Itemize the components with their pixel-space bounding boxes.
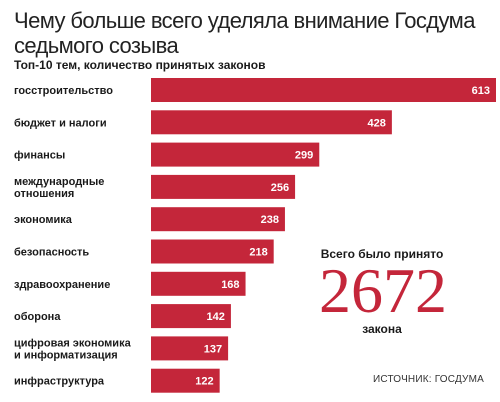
bar-value-label: 142 xyxy=(207,311,225,323)
bar xyxy=(151,336,229,361)
bar xyxy=(151,207,285,232)
category-label: инфраструктура xyxy=(14,376,105,388)
category-label: оборона xyxy=(14,311,61,323)
bar xyxy=(151,271,246,296)
category-label: безопасность xyxy=(14,247,89,259)
bar-value-label: 299 xyxy=(295,150,313,162)
bar-value-label: 428 xyxy=(368,117,386,129)
bar-value-label: 256 xyxy=(271,182,289,194)
chart-subtitle: Топ-10 тем, количество принятых законов xyxy=(14,58,266,72)
bar xyxy=(151,368,220,393)
category-label: цифровая экономика и информатизация xyxy=(14,337,132,361)
bar-value-label: 137 xyxy=(204,343,222,355)
bar xyxy=(151,78,496,102)
bar-value-label: 238 xyxy=(261,214,279,226)
bar xyxy=(151,304,231,329)
total-prefix: Всего было принято xyxy=(320,247,444,261)
category-label: госстроительство xyxy=(14,85,113,97)
bar xyxy=(151,174,296,199)
category-label: международные отношения xyxy=(14,176,104,200)
chart-title: Чему больше всего уделяла внимание Госду… xyxy=(14,8,475,58)
category-label: бюджет и налоги xyxy=(14,117,107,129)
bar-value-label: 218 xyxy=(249,247,267,259)
total-number: 2672 xyxy=(319,255,447,326)
bar xyxy=(151,110,392,135)
category-label: здравоохранение xyxy=(14,279,110,291)
category-label: экономика xyxy=(14,214,73,226)
total-suffix: закона xyxy=(362,322,402,336)
bar xyxy=(151,142,320,167)
category-label: финансы xyxy=(14,150,65,162)
bar-value-label: 613 xyxy=(472,85,490,97)
source-note: ИСТОЧНИК: ГОСДУМА xyxy=(372,374,484,385)
bar-value-label: 168 xyxy=(221,279,239,291)
bar xyxy=(151,239,274,264)
bar-value-label: 122 xyxy=(195,376,213,388)
